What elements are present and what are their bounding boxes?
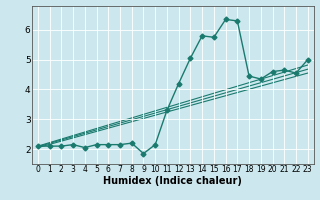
- X-axis label: Humidex (Indice chaleur): Humidex (Indice chaleur): [103, 176, 242, 186]
